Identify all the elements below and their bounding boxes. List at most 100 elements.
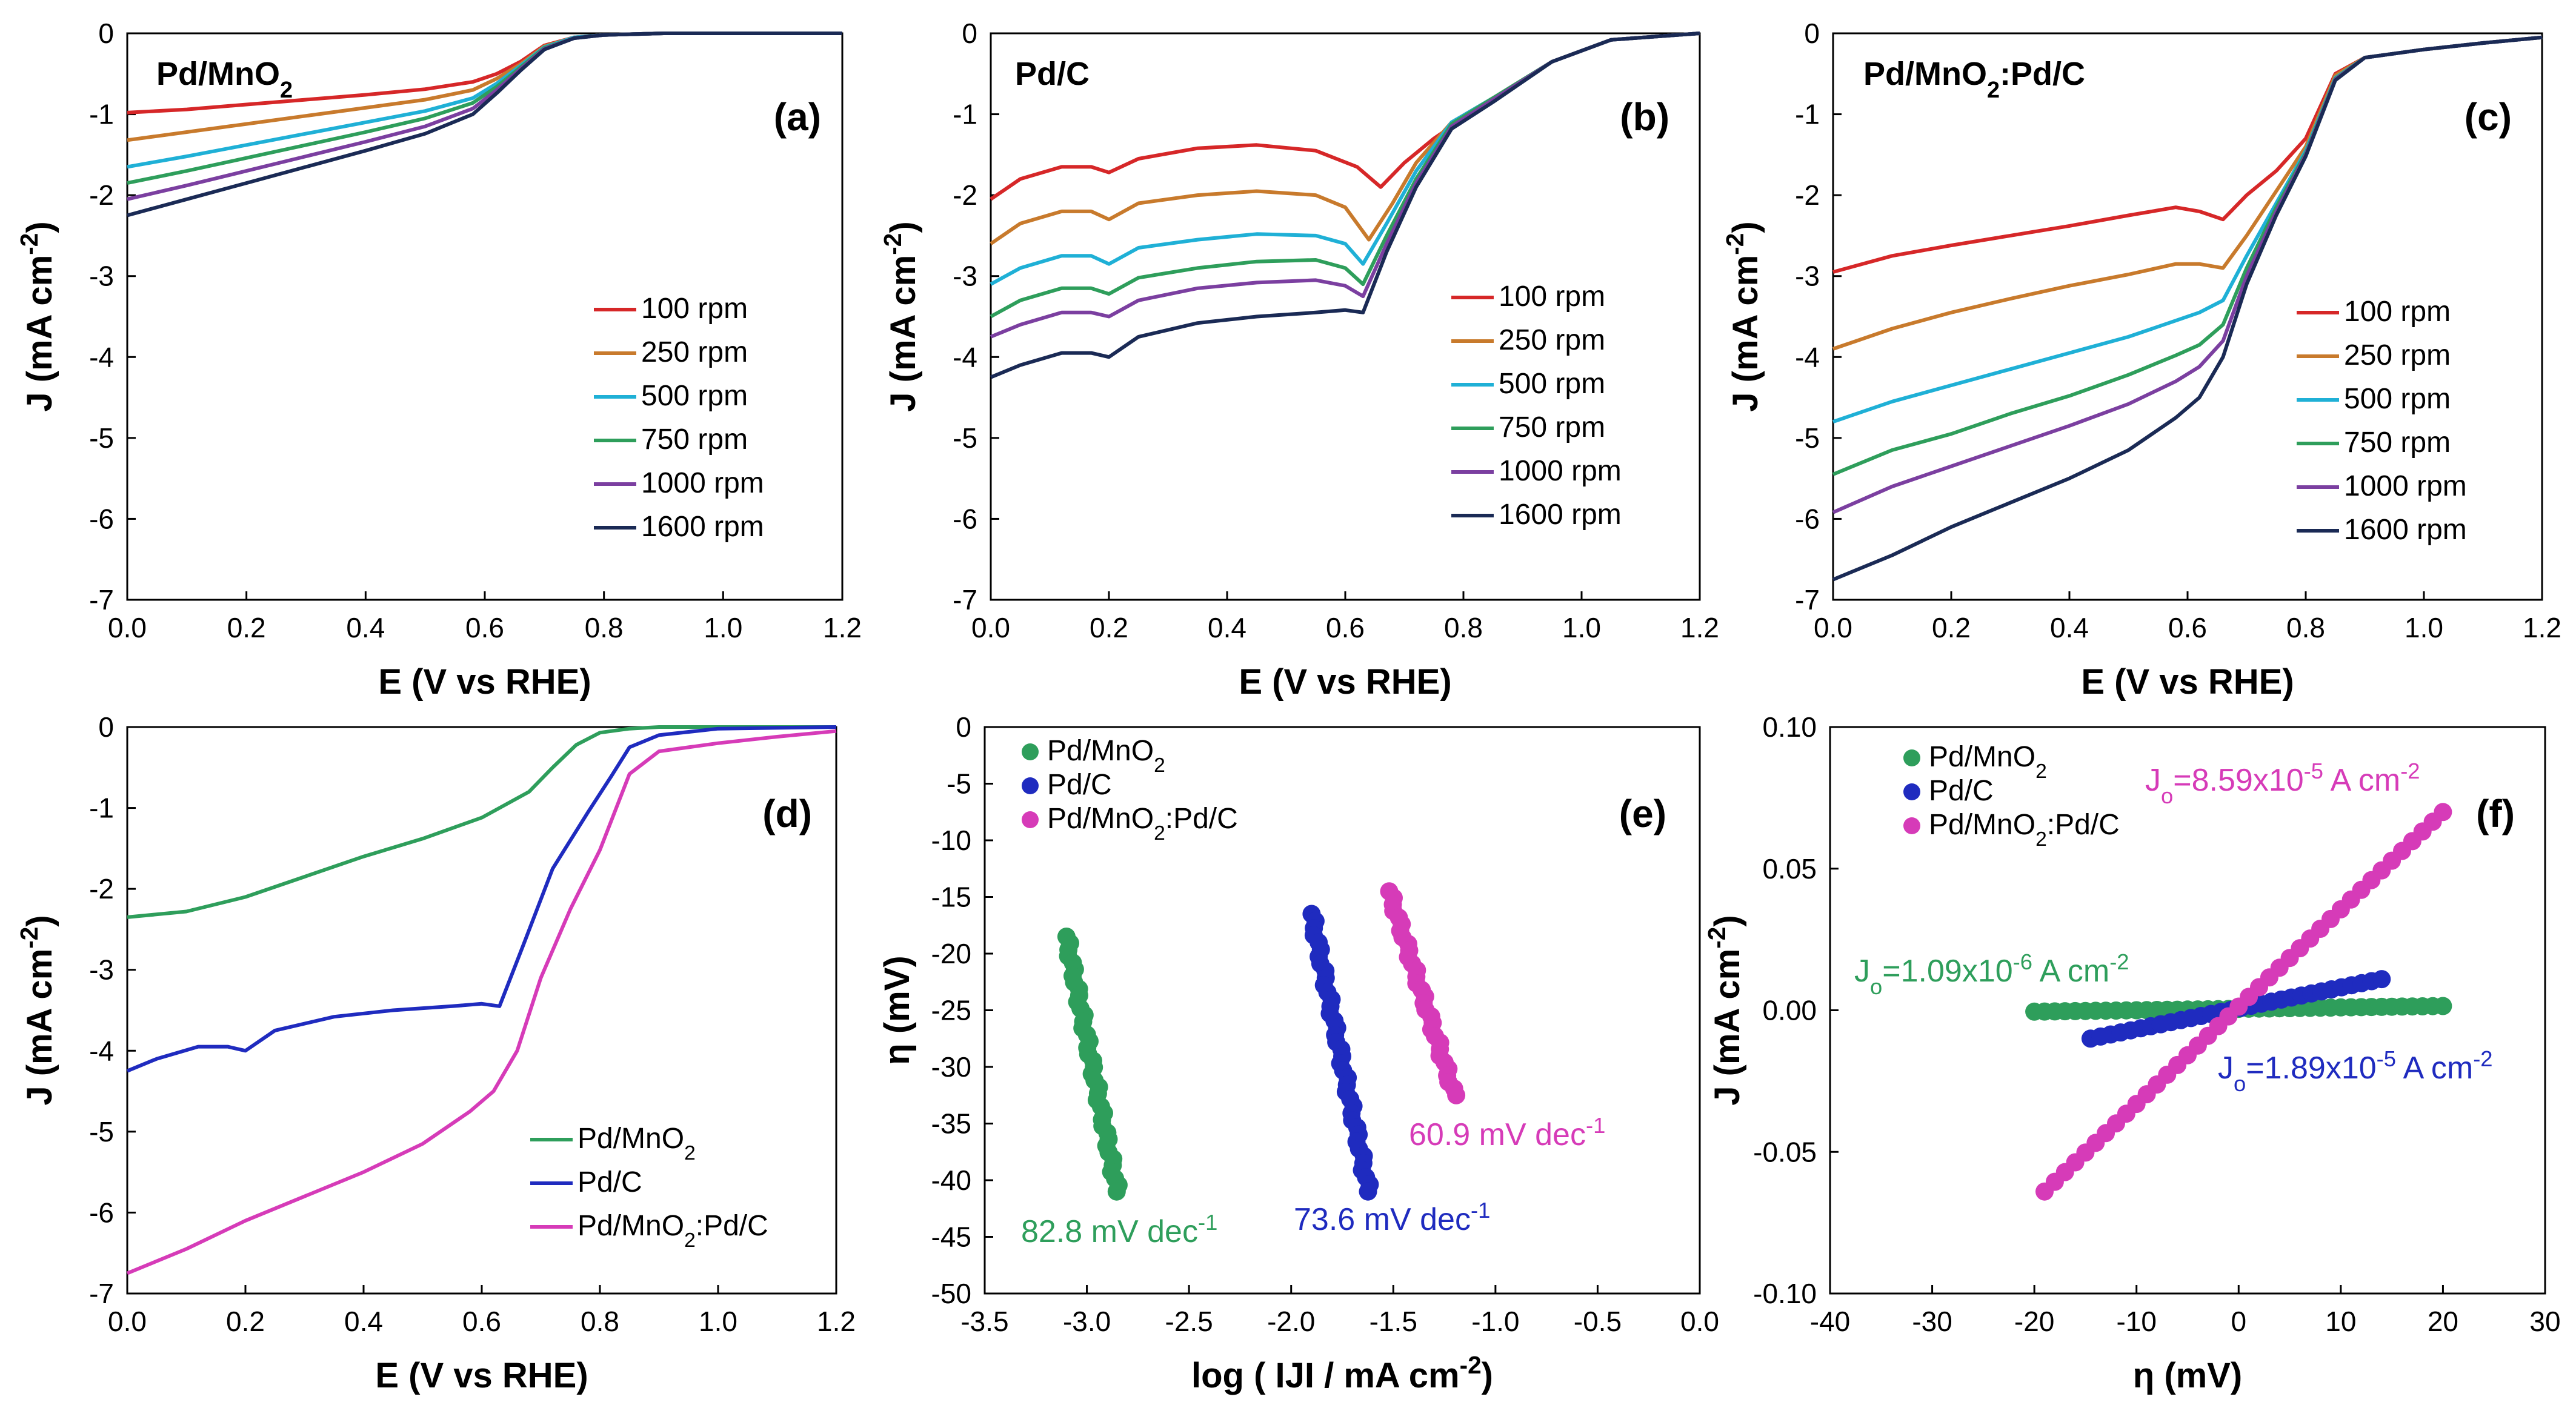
legend-marker bbox=[1022, 811, 1039, 828]
legend-name: Pd/MnO bbox=[1047, 803, 1154, 835]
exchange-current-annotation: Jo=1.09x10-6 A cm-2 bbox=[1854, 949, 2129, 999]
data-point bbox=[1447, 1086, 1466, 1104]
x-axis-label-text: E (V vs RHE) bbox=[1239, 662, 1451, 702]
y-tick-label: -7 bbox=[953, 584, 977, 616]
panel-title-sub: 2 bbox=[280, 78, 293, 103]
panel-title: Pd/C bbox=[1015, 56, 1090, 92]
y-tick-label: -7 bbox=[89, 584, 114, 616]
legend-marker bbox=[1903, 817, 1920, 834]
legend-entry-label: 1000 rpm bbox=[1499, 455, 1622, 487]
y-tick-label: -4 bbox=[89, 341, 114, 373]
y-tick-label: -3 bbox=[89, 261, 114, 292]
x-tick-label: 30 bbox=[2529, 1306, 2560, 1337]
legend-entry-label: 1600 rpm bbox=[1499, 499, 1622, 531]
x-axis-label-text: η (mV) bbox=[2133, 1356, 2242, 1395]
legend-entry-label: Pd/MnO2:Pd/C bbox=[577, 1210, 768, 1252]
legend-name: Pd/C bbox=[577, 1166, 642, 1198]
data-point bbox=[1107, 1182, 1126, 1201]
legend-entry-label: Pd/MnO2 bbox=[1047, 735, 1165, 777]
panel-label: (a) bbox=[774, 95, 821, 139]
slope-text: 60.9 mV dec bbox=[1409, 1117, 1586, 1152]
legend-name: 250 rpm bbox=[641, 336, 748, 368]
x-axis-label-text: E (V vs RHE) bbox=[378, 662, 591, 702]
x-tick-label: 1.2 bbox=[2523, 612, 2561, 643]
j0-exp: -5 bbox=[2304, 759, 2323, 783]
y-tick-label: -5 bbox=[947, 768, 971, 800]
plot-frame bbox=[126, 726, 837, 1295]
legend-name-end: :Pd/C bbox=[1165, 803, 1238, 835]
x-tick-label: -1.0 bbox=[1471, 1306, 1519, 1337]
x-tick-label: 0.2 bbox=[1932, 612, 1971, 643]
x-axis-label-text: E (V vs RHE) bbox=[2081, 662, 2294, 702]
legend-name: Pd/C bbox=[1047, 769, 1112, 801]
panel-label: (d) bbox=[762, 792, 812, 835]
series-line-4 bbox=[990, 32, 1700, 319]
x-tick-label: -40 bbox=[1810, 1306, 1850, 1337]
y-tick-label: 0.00 bbox=[1762, 995, 1817, 1026]
y-tick-label: -2 bbox=[1795, 179, 1820, 211]
x-tick-label: -2.0 bbox=[1267, 1306, 1315, 1337]
y-axis-label-text: J (mA cm bbox=[884, 255, 923, 412]
legend-entry-label: Pd/C bbox=[1929, 775, 1994, 807]
j0-unit: A cm bbox=[2396, 1051, 2473, 1086]
x-tick-label: 1.0 bbox=[2405, 612, 2443, 643]
y-tick-label: -30 bbox=[931, 1051, 971, 1083]
x-axis-label-text: log ( IJI / mA cm bbox=[1191, 1356, 1460, 1395]
slope-sup: -1 bbox=[1471, 1198, 1490, 1223]
legend-entry-label: Pd/C bbox=[577, 1166, 642, 1198]
legend-entry-label: 750 rpm bbox=[2344, 427, 2451, 459]
x-tick-label: 1.0 bbox=[1562, 612, 1601, 643]
panel-a: 0.0 0.2 0.4 0.6 0.8 1.0 1.2 0 -1 -2 -3 -4 -5 -6 -7 E (V… bbox=[15, 18, 862, 702]
legend-name: 750 rpm bbox=[1499, 411, 1605, 443]
j0-unit-sup: -2 bbox=[2400, 759, 2420, 783]
slope-annotation: 60.9 mV dec-1 bbox=[1409, 1113, 1605, 1153]
y-tick-label: 0 bbox=[98, 711, 114, 743]
panel-label: (f) bbox=[2476, 792, 2515, 835]
y-tick-label: -5 bbox=[953, 422, 977, 454]
y-axis-label-sup: -2 bbox=[1703, 927, 1731, 949]
x-tick-label: 0.2 bbox=[226, 1306, 265, 1337]
legend-marker bbox=[1903, 749, 1920, 766]
series-line-3 bbox=[990, 32, 1700, 286]
legend-name: 1000 rpm bbox=[641, 467, 764, 499]
y-axis-label-end: ) bbox=[1708, 915, 1747, 926]
legend-name: Pd/MnO bbox=[577, 1123, 684, 1155]
j0-unit: A cm bbox=[2032, 954, 2109, 989]
x-tick-label: 0.0 bbox=[108, 1306, 147, 1337]
data-point bbox=[2434, 997, 2452, 1015]
x-tick-label: 0.4 bbox=[346, 612, 385, 643]
y-axis-label: J (mA cm-2) bbox=[15, 915, 59, 1105]
x-tick-label: 0.4 bbox=[1208, 612, 1246, 643]
series-line-1 bbox=[127, 725, 836, 919]
legend-entry-label: 250 rpm bbox=[2344, 339, 2451, 371]
legend-name: 250 rpm bbox=[2344, 339, 2451, 371]
x-axis-label: E (V vs RHE) bbox=[378, 662, 591, 702]
y-axis-label-end: ) bbox=[20, 221, 59, 233]
legend-name: 100 rpm bbox=[1499, 281, 1605, 313]
x-tick-label: -30 bbox=[1912, 1306, 1952, 1337]
y-tick-label: 0 bbox=[1804, 18, 1820, 49]
x-tick-label: 0.0 bbox=[108, 612, 147, 643]
legend-name: 500 rpm bbox=[2344, 383, 2451, 415]
x-tick-label: -20 bbox=[2014, 1306, 2054, 1337]
j0-symbol: J bbox=[2218, 1051, 2234, 1086]
legend-name: 1600 rpm bbox=[1499, 499, 1622, 531]
y-tick-label: -15 bbox=[931, 882, 971, 913]
x-tick-label: 0.4 bbox=[344, 1306, 383, 1337]
x-tick-label: 0.2 bbox=[1090, 612, 1128, 643]
panel-label: (b) bbox=[1620, 95, 1669, 139]
legend-marker bbox=[1022, 777, 1039, 794]
x-tick-label: 20 bbox=[2428, 1306, 2458, 1337]
y-tick-label: -6 bbox=[89, 1197, 114, 1228]
x-tick-label: 0.6 bbox=[465, 612, 504, 643]
y-tick-label: -3 bbox=[89, 954, 114, 986]
y-tick-label: -10 bbox=[931, 825, 971, 856]
legend-name-end: :Pd/C bbox=[696, 1210, 768, 1242]
x-axis-label-text: E (V vs RHE) bbox=[375, 1356, 588, 1395]
series-line-1 bbox=[990, 32, 1700, 201]
x-tick-label: 0.0 bbox=[971, 612, 1010, 643]
legend-name: Pd/MnO bbox=[1047, 735, 1154, 767]
legend-name: 1000 rpm bbox=[1499, 455, 1622, 487]
legend-name-sub: 2 bbox=[684, 1229, 696, 1252]
y-axis-label-text: J (mA cm bbox=[1708, 949, 1747, 1106]
